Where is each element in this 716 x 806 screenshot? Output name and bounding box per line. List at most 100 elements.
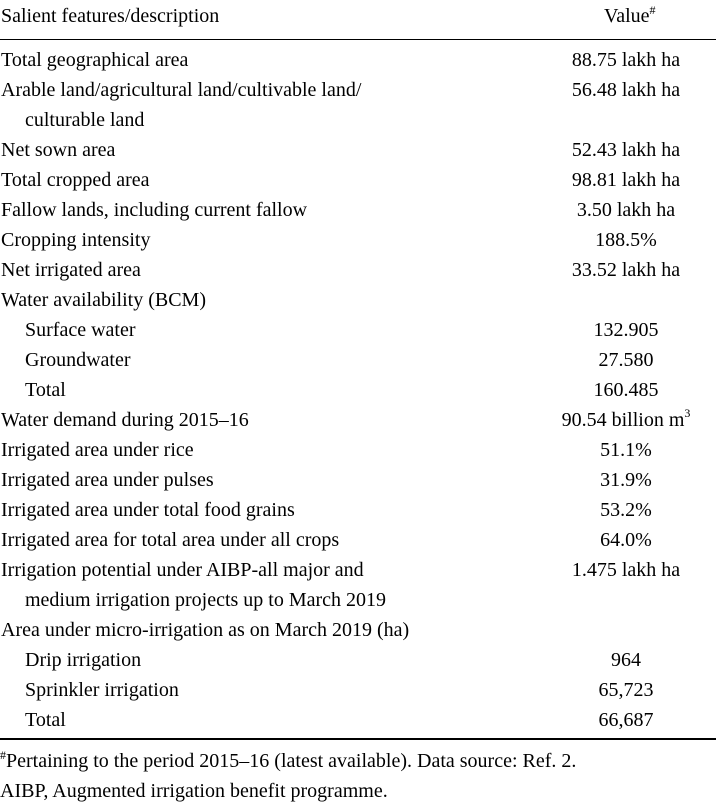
row-label: Irrigated area for total area under all … [1,525,541,555]
row-label-line1: Irrigated area for total area under all … [1,529,340,551]
row-label-line1: Water availability (BCM) [1,289,206,311]
table-row: Total 160.485 [0,375,716,405]
row-value-text: 964 [611,649,641,671]
table-row: Drip irrigation 964 [0,645,716,675]
row-label: Water availability (BCM) [1,285,541,315]
row-value: 188.5% [536,225,716,255]
table-row: Water demand during 2015–16 90.54 billion… [0,405,716,435]
row-value-text: 160.485 [593,379,659,401]
row-label-line1: Total [25,709,66,731]
row-label: Drip irrigation [25,645,565,675]
row-value-text: 33.52 lakh ha [571,259,681,281]
row-value: 65,723 [536,675,716,705]
row-value-text: 66,687 [598,709,654,731]
row-label-line1: Drip irrigation [25,649,142,671]
row-label: Sprinkler irrigation [25,675,565,705]
row-value: 98.81 lakh ha [536,165,716,195]
bottom-rule [0,738,716,740]
row-value-text: 1.475 lakh ha [571,559,681,581]
table-body: Total geographical area 88.75 lakh ha Arab… [0,45,716,735]
row-label-line1: Fallow lands, including current fallow [1,199,308,221]
row-value: 27.580 [536,345,716,375]
row-label-line1: Cropping intensity [1,229,151,251]
table-row: Irrigation potential under AIBP-all majo… [0,555,716,615]
row-label: Cropping intensity [1,225,541,255]
row-value: 66,687 [536,705,716,735]
row-value-text: 56.48 lakh ha [571,79,681,101]
row-label-line1: Total [25,379,66,401]
row-label-line1: Net irrigated area [1,259,141,281]
table-row: Total 66,687 [0,705,716,735]
row-label: Water demand during 2015–16 [1,405,541,435]
table-row: Irrigated area for total area under all … [0,525,716,555]
row-label: Net sown area [1,135,541,165]
row-value: 1.475 lakh ha [536,555,716,585]
table-row: Cropping intensity 188.5% [0,225,716,255]
table-row: Irrigated area under rice 51.1% [0,435,716,465]
row-label: Surface water [25,315,565,345]
row-label-line1: Irrigation potential under AIBP-all majo… [1,559,364,581]
row-label-line2: medium irrigation projects up to March 2… [25,589,387,611]
row-label: Total [25,375,565,405]
table-row: Net irrigated area 33.52 lakh ha [0,255,716,285]
row-value: 51.1% [536,435,716,465]
row-value: 56.48 lakh ha [536,75,716,105]
row-label-line2: culturable land [25,109,145,131]
row-value-text: 27.580 [598,349,654,371]
row-value-text: 188.5% [595,229,657,251]
row-label-line1: Irrigated area under pulses [1,469,214,491]
row-label-line1: Water demand during 2015–16 [1,409,249,431]
row-value-text: 132.905 [593,319,659,341]
row-value-text: 88.75 lakh ha [571,49,681,71]
row-value-text: 52.43 lakh ha [571,139,681,161]
row-value-text: 65,723 [598,679,654,701]
footnote-mark: # [0,748,6,762]
row-value-text: 90.54 billion m [561,409,685,431]
row-label: Total cropped area [1,165,541,195]
row-label: Total [25,705,565,735]
table-row: Fallow lands, including current fallow 3.… [0,195,716,225]
row-label: Arable land/agricultural land/cultivable… [1,75,541,135]
row-label-line1: Arable land/agricultural land/cultivable… [1,79,362,101]
footnote-1: #Pertaining to the period 2015–16 (lates… [0,746,716,776]
header-value-mark: # [649,3,656,17]
table-row: Total geographical area 88.75 lakh ha [0,45,716,75]
row-label-line1: Net sown area [1,139,116,161]
row-value: 132.905 [536,315,716,345]
row-label-line1: Area under micro-irrigation as on March … [1,619,410,641]
row-value-text: 64.0% [600,529,652,551]
row-label-line1: Sprinkler irrigation [25,679,179,701]
row-value: 160.485 [536,375,716,405]
footnote-2: AIBP, Augmented irrigation benefit progr… [0,780,388,802]
row-value: 964 [536,645,716,675]
row-label: Area under micro-irrigation as on March … [1,615,541,645]
row-label: Total geographical area [1,45,541,75]
table-row: Irrigated area under pulses 31.9% [0,465,716,495]
row-label-line1: Total geographical area [1,49,189,71]
table-row: Net sown area 52.43 lakh ha [0,135,716,165]
row-label-line1: Surface water [25,319,136,341]
row-label-line1: Total cropped area [1,169,150,191]
row-value: 52.43 lakh ha [536,135,716,165]
row-label-line1: Groundwater [25,349,131,371]
header-value: Value# [604,3,656,29]
table-row: Sprinkler irrigation 65,723 [0,675,716,705]
row-value: 3.50 lakh ha [536,195,716,225]
row-value-superscript: 3 [684,406,691,420]
row-label: Irrigated area under rice [1,435,541,465]
table-row: Arable land/agricultural land/cultivable… [0,75,716,135]
table-row: Groundwater 27.580 [0,345,716,375]
row-label-line1: Irrigated area under rice [1,439,194,461]
row-value-text: 51.1% [600,439,652,461]
row-label-line1: Irrigated area under total food grains [1,499,295,521]
footnote-1-text: Pertaining to the period 2015–16 (latest… [6,750,577,772]
table-row: Irrigated area under total food grains 53… [0,495,716,525]
table-row: Area under micro-irrigation as on March … [0,615,716,645]
table-header: Salient features/description Value# [0,3,716,33]
table-footnotes: #Pertaining to the period 2015–16 (lates… [0,746,716,806]
row-value-text: 53.2% [600,499,652,521]
row-label: Irrigated area under pulses [1,465,541,495]
table-row: Water availability (BCM) [0,285,716,315]
row-value: 31.9% [536,465,716,495]
